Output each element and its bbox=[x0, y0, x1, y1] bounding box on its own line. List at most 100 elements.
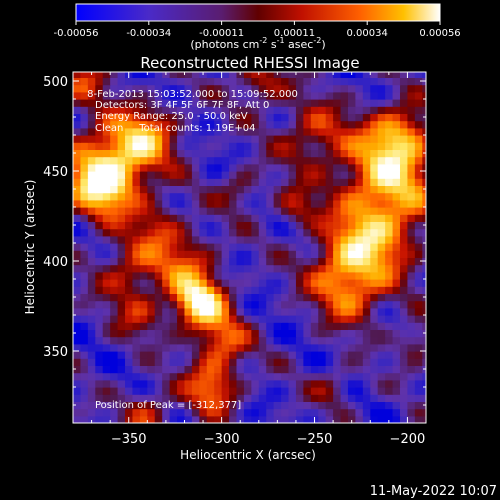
heatmap-cell bbox=[318, 113, 327, 122]
heatmap-cell bbox=[125, 127, 134, 136]
heatmap-cell bbox=[229, 221, 238, 230]
heatmap-cell bbox=[95, 372, 104, 381]
heatmap-cell bbox=[407, 163, 416, 172]
heatmap-cell bbox=[132, 127, 141, 136]
heatmap-cell bbox=[243, 387, 252, 395]
heatmap-cell bbox=[243, 185, 252, 194]
heatmap-cell bbox=[125, 343, 134, 352]
heatmap-cell bbox=[407, 142, 416, 150]
heatmap-cell bbox=[214, 178, 223, 186]
heatmap-cell bbox=[221, 351, 230, 359]
heatmap-cell bbox=[422, 142, 426, 150]
heatmap-cell bbox=[318, 379, 327, 388]
heatmap-cell bbox=[80, 185, 89, 194]
heatmap-cell bbox=[162, 379, 171, 388]
heatmap-cell bbox=[266, 365, 275, 374]
heatmap-cell bbox=[399, 72, 409, 78]
heatmap-cell bbox=[355, 394, 364, 402]
heatmap-cell bbox=[125, 135, 134, 143]
heatmap-cell bbox=[362, 192, 371, 201]
heatmap-cell bbox=[184, 372, 193, 381]
heatmap-cell bbox=[347, 387, 356, 395]
heatmap-cell bbox=[132, 279, 141, 287]
heatmap-cell bbox=[154, 72, 163, 78]
heatmap-cell bbox=[385, 228, 394, 237]
heatmap-cell bbox=[318, 307, 327, 316]
heatmap-cell bbox=[422, 387, 426, 395]
heatmap-cell bbox=[162, 192, 171, 201]
heatmap-cell bbox=[125, 315, 134, 323]
heatmap-cell bbox=[333, 135, 342, 143]
heatmap-cell bbox=[392, 315, 401, 323]
heatmap-cell bbox=[370, 163, 379, 172]
heatmap-cell bbox=[147, 120, 156, 129]
heatmap-cell bbox=[273, 365, 282, 374]
heatmap-cell bbox=[169, 99, 178, 107]
heatmap-cell bbox=[266, 84, 275, 93]
heatmap-cell bbox=[333, 228, 342, 237]
heatmap-cell bbox=[73, 163, 82, 172]
heatmap-cell bbox=[414, 408, 423, 417]
heatmap-cell bbox=[325, 142, 334, 150]
heatmap-cell bbox=[288, 228, 297, 237]
heatmap-cell bbox=[362, 336, 371, 345]
heatmap-cell bbox=[73, 271, 82, 280]
heatmap-cell bbox=[184, 279, 193, 287]
heatmap-cell bbox=[191, 300, 200, 309]
heatmap-cell bbox=[80, 379, 89, 388]
heatmap-cell bbox=[288, 372, 297, 381]
heatmap-cell bbox=[273, 99, 282, 107]
heatmap-cell bbox=[214, 77, 223, 86]
heatmap-cell bbox=[288, 84, 297, 93]
heatmap-cell bbox=[206, 293, 215, 302]
heatmap-cell bbox=[169, 372, 178, 381]
heatmap-cell bbox=[325, 264, 334, 273]
heatmap-cell bbox=[199, 120, 208, 129]
heatmap-cell bbox=[355, 257, 364, 266]
heatmap-cell bbox=[139, 394, 148, 402]
heatmap-cell bbox=[221, 401, 230, 410]
heatmap-cell bbox=[243, 401, 252, 410]
heatmap-cell bbox=[102, 243, 111, 251]
heatmap-cell bbox=[310, 156, 319, 165]
heatmap-cell bbox=[347, 192, 356, 201]
heatmap-cell bbox=[281, 243, 290, 251]
heatmap-cell bbox=[340, 163, 349, 172]
heatmap-cell bbox=[95, 149, 104, 158]
heatmap-cell bbox=[214, 351, 223, 359]
heatmap-cell bbox=[139, 91, 148, 100]
heatmap-cell bbox=[258, 113, 267, 122]
heatmap-cell bbox=[318, 343, 327, 352]
heatmap-cell bbox=[251, 315, 260, 323]
y-tick-label: 500 bbox=[43, 75, 68, 90]
heatmap-cell bbox=[95, 322, 104, 330]
heatmap-cell bbox=[229, 156, 238, 165]
heatmap-cell bbox=[110, 279, 119, 287]
heatmap-cell bbox=[214, 286, 223, 294]
heatmap-cell bbox=[139, 106, 148, 114]
heatmap-cell bbox=[221, 293, 230, 302]
heatmap-cell bbox=[184, 351, 193, 359]
heatmap-cell bbox=[95, 379, 104, 388]
heatmap-cell bbox=[95, 178, 104, 186]
heatmap-cell bbox=[370, 351, 379, 359]
heatmap-cell bbox=[281, 322, 290, 330]
heatmap-cell bbox=[347, 329, 356, 338]
heatmap-cell bbox=[377, 264, 386, 273]
heatmap-cell bbox=[295, 307, 304, 316]
heatmap-cell bbox=[325, 120, 334, 129]
heatmap-cell bbox=[117, 257, 126, 266]
heatmap-cell bbox=[288, 250, 297, 258]
heatmap-cell bbox=[347, 185, 356, 194]
heatmap-cell bbox=[147, 171, 156, 179]
heatmap-cell bbox=[377, 322, 386, 330]
heatmap-cell bbox=[422, 171, 426, 179]
heatmap-cell bbox=[117, 113, 126, 122]
heatmap-cell bbox=[229, 178, 238, 186]
heatmap-cell bbox=[110, 185, 119, 194]
heatmap-cell bbox=[407, 408, 416, 417]
heatmap-cell bbox=[266, 408, 275, 417]
heatmap-cell bbox=[214, 300, 223, 309]
heatmap-cell bbox=[288, 156, 297, 165]
heatmap-cell bbox=[407, 171, 416, 179]
